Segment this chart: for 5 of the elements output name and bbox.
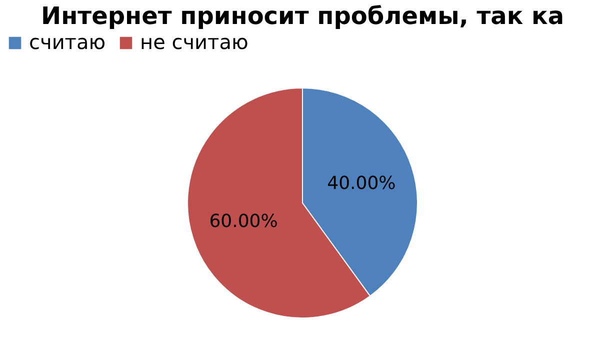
data-label: 60.00%	[209, 211, 278, 232]
chart-title: Интернет приносит проблемы, так ка	[40, 2, 564, 30]
data-label: 40.00%	[327, 172, 396, 194]
legend-label: не считаю	[140, 30, 248, 54]
legend-label: считаю	[29, 30, 106, 54]
